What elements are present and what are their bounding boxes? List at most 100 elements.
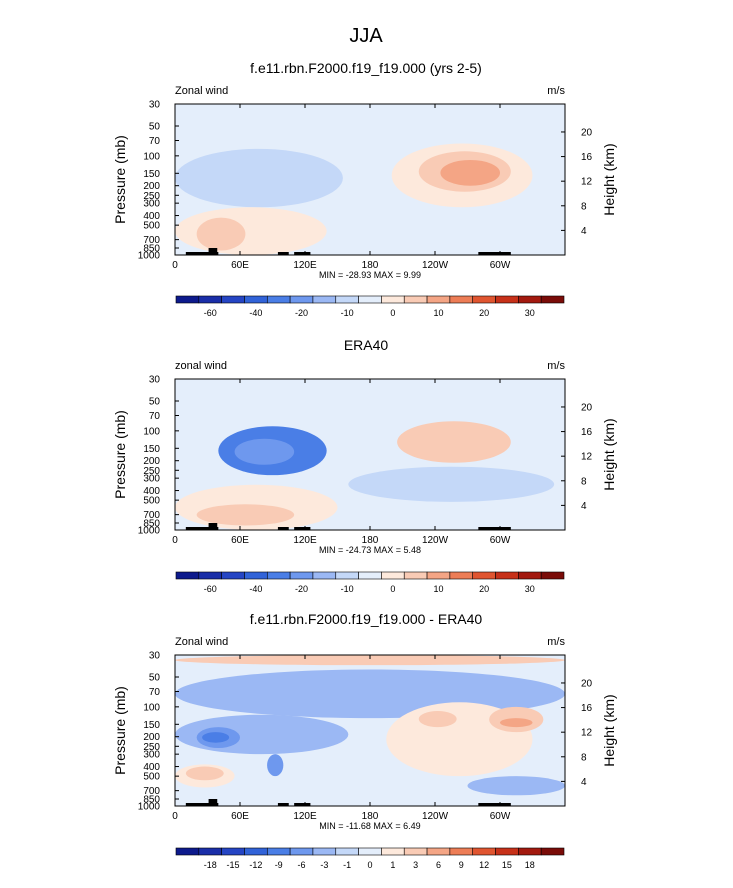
colorbar-swatch bbox=[495, 571, 519, 580]
y-tick-label: 400 bbox=[143, 762, 160, 773]
colorbar-swatch bbox=[266, 847, 291, 856]
y-tick-label: 850 bbox=[143, 795, 160, 806]
colorbar-swatch bbox=[426, 847, 451, 856]
colorbar-swatch bbox=[266, 571, 291, 580]
min-max-label: MIN = -28.93 MAX = 9.99 bbox=[319, 270, 421, 280]
y-axis-title: Pressure (mb) bbox=[112, 686, 128, 775]
colorbar-label: 1 bbox=[390, 860, 395, 870]
colorbar-label: -12 bbox=[249, 860, 262, 870]
height-tick-label: 16 bbox=[581, 427, 593, 438]
height-tick-label: 20 bbox=[581, 402, 593, 413]
y-tick-label: 70 bbox=[149, 411, 161, 422]
colorbar-swatch bbox=[540, 295, 565, 304]
y-tick-label: 300 bbox=[143, 750, 160, 761]
variable-label: Zonal wind bbox=[175, 85, 228, 97]
height-tick-label: 12 bbox=[581, 728, 593, 739]
contour-field bbox=[175, 655, 565, 796]
contour-region bbox=[196, 217, 246, 251]
y2-axis-title: Height (km) bbox=[601, 694, 617, 766]
colorbar-swatch bbox=[175, 847, 200, 856]
contour-region bbox=[196, 504, 295, 526]
y-tick-label: 100 bbox=[143, 151, 160, 162]
colorbar-swatch bbox=[540, 571, 565, 580]
y-tick-label: 50 bbox=[149, 672, 161, 683]
contour-region bbox=[397, 421, 511, 463]
height-tick-label: 20 bbox=[581, 678, 593, 689]
colorbar-swatch bbox=[244, 295, 268, 304]
y-tick-label: 250 bbox=[143, 742, 160, 753]
y-tick-label: 200 bbox=[143, 181, 160, 192]
topography-bar bbox=[277, 252, 289, 255]
colorbar-label: -15 bbox=[227, 860, 240, 870]
panel-title: ERA40 bbox=[344, 337, 389, 353]
topography-bar bbox=[207, 252, 219, 255]
colorbar-label: -10 bbox=[341, 308, 354, 318]
y-tick-label: 150 bbox=[143, 169, 160, 180]
colorbar: -60 -40 -20 -10 0 10 20 30 bbox=[175, 571, 565, 594]
colorbar-label: -20 bbox=[295, 584, 308, 594]
colorbar-swatch bbox=[335, 847, 359, 856]
x-tick-label: 60E bbox=[231, 811, 249, 822]
contour-region bbox=[418, 710, 457, 728]
y-tick-label: 100 bbox=[143, 426, 160, 437]
y-tick-label: 30 bbox=[149, 100, 161, 111]
y-tick-label: 850 bbox=[143, 519, 160, 530]
x-tick-label: 180 bbox=[362, 260, 379, 271]
colorbar-swatch bbox=[426, 571, 451, 580]
units-label: m/s bbox=[547, 360, 565, 372]
colorbar-label: -10 bbox=[341, 584, 354, 594]
y-axis-title: Pressure (mb) bbox=[112, 135, 128, 224]
topography-bar bbox=[185, 803, 208, 806]
x-tick-label: 120W bbox=[422, 811, 449, 822]
y-tick-label: 850 bbox=[143, 244, 160, 255]
contour-region bbox=[348, 466, 555, 502]
topography-bar bbox=[277, 527, 289, 530]
contour-region bbox=[467, 776, 565, 796]
min-max-label: MIN = -24.73 MAX = 5.48 bbox=[319, 545, 421, 555]
y-tick-label: 400 bbox=[143, 211, 160, 222]
panel-era40: ERA40 zonal wind m/s 0 60E 120E 180 120W 60W 30 50… bbox=[112, 337, 617, 594]
colorbar-swatch bbox=[312, 295, 337, 304]
colorbar-label: 9 bbox=[459, 860, 464, 870]
colorbar-swatch bbox=[426, 295, 451, 304]
contour-region bbox=[175, 379, 565, 397]
x-tick-label: 0 bbox=[172, 811, 178, 822]
colorbar-swatch bbox=[472, 571, 496, 580]
y2-axis-title: Height (km) bbox=[601, 418, 617, 490]
x-tick-label: 0 bbox=[172, 260, 178, 271]
y-tick-label: 200 bbox=[143, 732, 160, 743]
y-tick-label: 1000 bbox=[138, 526, 161, 537]
y-tick-label: 70 bbox=[149, 136, 161, 147]
y-tick-label: 50 bbox=[149, 121, 161, 132]
x-tick-label: 60E bbox=[231, 260, 249, 271]
x-tick-label: 180 bbox=[362, 811, 379, 822]
y-tick-label: 500 bbox=[143, 772, 160, 783]
panel-title: f.e11.rbn.F2000.f19_f19.000 (yrs 2-5) bbox=[250, 60, 482, 76]
colorbar-swatch bbox=[289, 571, 314, 580]
colorbar-label: -60 bbox=[204, 584, 217, 594]
colorbar-swatch bbox=[358, 847, 382, 856]
topography-bar bbox=[208, 799, 218, 803]
y-tick-label: 150 bbox=[143, 720, 160, 731]
x-tick-label: 120E bbox=[293, 811, 317, 822]
y-tick-label: 500 bbox=[143, 496, 160, 507]
topography-bar bbox=[294, 252, 311, 255]
colorbar-swatch bbox=[289, 295, 314, 304]
colorbar-label: -18 bbox=[204, 860, 217, 870]
colorbar-swatch bbox=[381, 295, 405, 304]
colorbar-swatch bbox=[518, 847, 542, 856]
x-tick-label: 60W bbox=[490, 260, 511, 271]
colorbar-swatch bbox=[175, 295, 200, 304]
topography-bar bbox=[294, 527, 311, 530]
colorbar-swatch bbox=[221, 571, 245, 580]
figure-title: JJA bbox=[349, 25, 383, 47]
y-tick-label: 1000 bbox=[138, 251, 161, 262]
y-axis-title: Pressure (mb) bbox=[112, 410, 128, 499]
y-tick-label: 1000 bbox=[138, 802, 161, 813]
colorbar-label: -6 bbox=[298, 860, 306, 870]
colorbar-swatch bbox=[335, 571, 359, 580]
y-tick-label: 300 bbox=[143, 199, 160, 210]
colorbar-swatch bbox=[358, 571, 382, 580]
colorbar-label: -20 bbox=[295, 308, 308, 318]
